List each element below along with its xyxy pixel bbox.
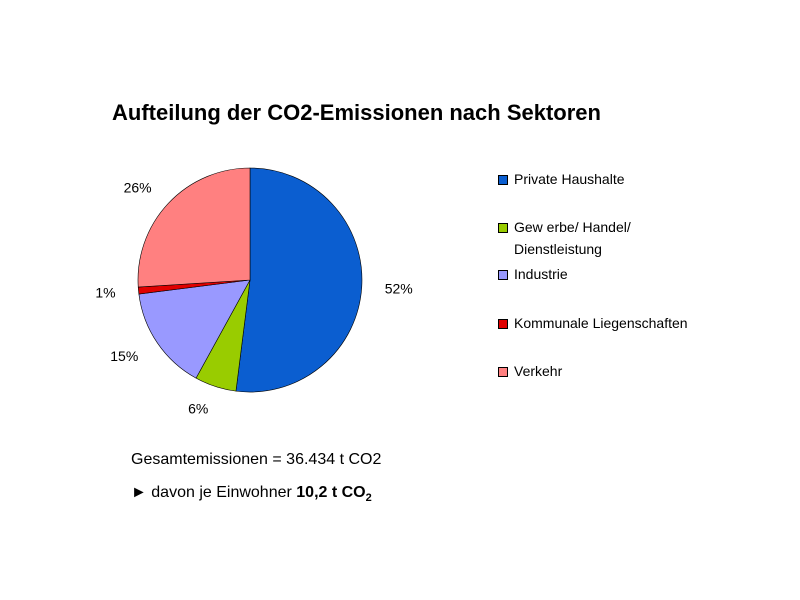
total-emissions: Gesamtemissionen = 36.434 t CO2 bbox=[131, 451, 382, 468]
legend-swatch bbox=[498, 223, 508, 233]
legend-label-line1: Gew erbe/ Handel/ bbox=[514, 219, 631, 235]
slice-label-2: 15% bbox=[110, 348, 138, 364]
legend-label: Gew erbe/ Handel/ Dienstleistung bbox=[514, 216, 754, 260]
legend-swatch bbox=[498, 367, 508, 377]
pie-slice-4 bbox=[137, 167, 251, 288]
legend-label: Kommunale Liegenschaften bbox=[514, 315, 688, 331]
chart-title: Aufteilung der CO2-Emissionen nach Sekto… bbox=[112, 100, 601, 125]
per-inhabitant-value: 10,2 t CO2 bbox=[296, 484, 372, 505]
per-inhabitant-prefix: ► davon je Einwohner bbox=[131, 484, 297, 501]
slice-label-3: 1% bbox=[95, 285, 115, 301]
legend-label: Verkehr bbox=[514, 363, 563, 379]
slice-label-1: 6% bbox=[188, 400, 208, 416]
legend-swatch bbox=[498, 270, 508, 280]
slice-label-4: 26% bbox=[124, 180, 152, 196]
per-inhabitant-emissions: ► davon je Einwohner 10,2 t CO2 bbox=[131, 484, 372, 504]
slice-label-0: 52% bbox=[385, 281, 413, 297]
pie-slice-2 bbox=[138, 279, 251, 379]
legend-label-line2: Dienstleistung bbox=[514, 241, 602, 257]
legend-label: Industrie bbox=[514, 266, 568, 282]
legend-label: Private Haushalte bbox=[514, 171, 625, 187]
legend-swatch bbox=[498, 319, 508, 329]
pie-slice-0 bbox=[235, 167, 363, 393]
legend-swatch bbox=[498, 175, 508, 185]
